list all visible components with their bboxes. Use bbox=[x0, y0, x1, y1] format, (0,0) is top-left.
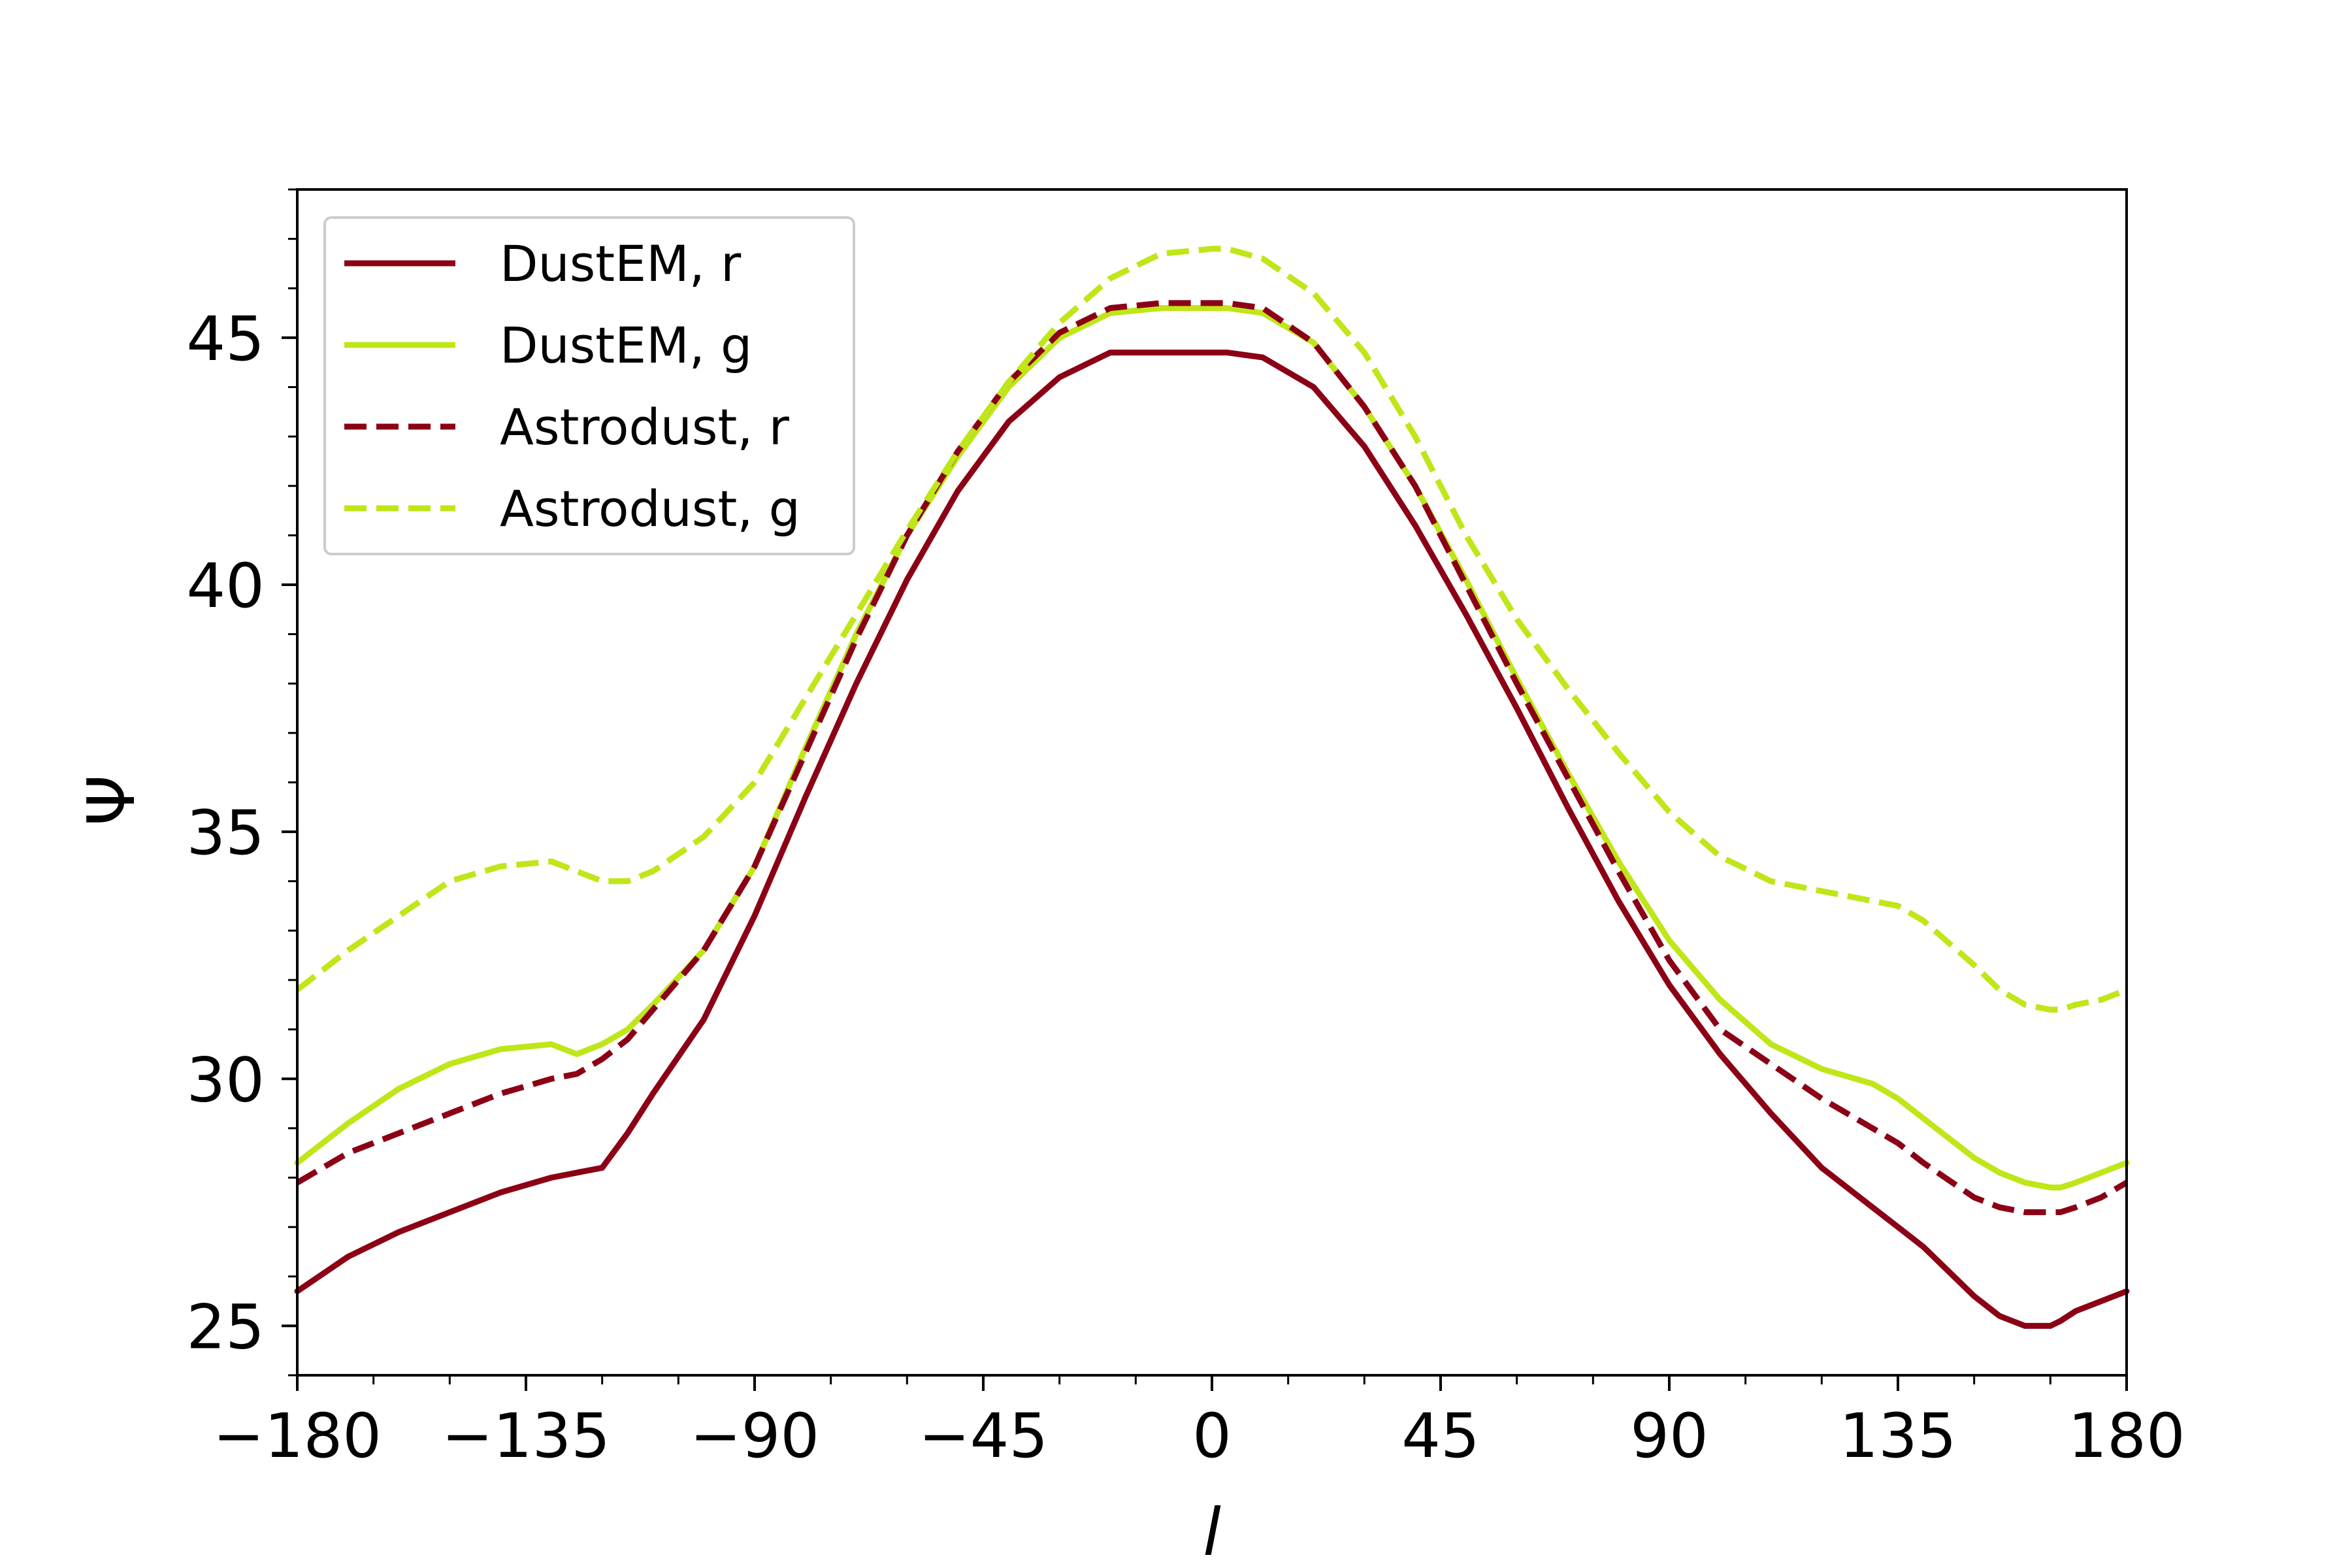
x-tick-label: 0 bbox=[1192, 1401, 1232, 1472]
y-tick-label: 45 bbox=[186, 304, 265, 375]
y-tick-label: 30 bbox=[186, 1045, 265, 1116]
y-tick-label: 25 bbox=[186, 1292, 265, 1363]
legend: DustEM, r DustEM, g Astrodust, r Astrodust,… bbox=[323, 216, 855, 555]
x-tick-label: −45 bbox=[919, 1401, 1048, 1472]
y-tick-label: 35 bbox=[186, 798, 265, 869]
x-axis-label: l bbox=[1203, 1494, 1221, 1568]
y-axis-label: Ψ bbox=[73, 775, 150, 826]
series-line-1 bbox=[294, 350, 2130, 1329]
x-tick-label: −90 bbox=[690, 1401, 819, 1472]
legend-label: Astrodust, g bbox=[500, 480, 800, 538]
x-tick-label: −135 bbox=[442, 1401, 610, 1472]
x-tick-label: 135 bbox=[1839, 1401, 1956, 1472]
x-tick-label: 45 bbox=[1401, 1401, 1480, 1472]
series-layer bbox=[294, 246, 2130, 1329]
x-tick-label: 90 bbox=[1630, 1401, 1708, 1472]
axes-layer: −180 −135 −90 −45 0 45 90 135 180 25 30 35 40 45 bbox=[186, 188, 2185, 1472]
series-line-3 bbox=[295, 300, 2129, 1215]
legend-label: DustEM, r bbox=[500, 235, 742, 293]
x-tick-label: 180 bbox=[2068, 1401, 2185, 1472]
series-line-4 bbox=[295, 246, 2128, 1013]
legend-box bbox=[323, 216, 855, 555]
y-tick-label: 40 bbox=[186, 551, 265, 622]
series-line-2 bbox=[294, 305, 2130, 1191]
x-tick-label: −180 bbox=[213, 1401, 382, 1472]
legend-label: DustEM, g bbox=[500, 316, 752, 374]
legend-label: Astrodust, r bbox=[500, 398, 790, 456]
